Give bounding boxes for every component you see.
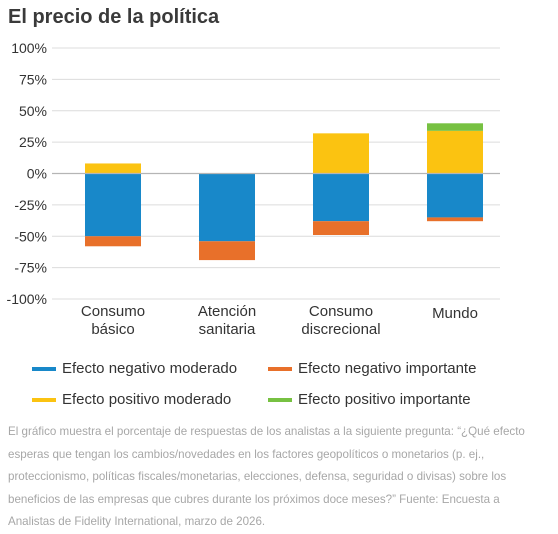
x-category-label: Atención (198, 303, 256, 320)
legend-item-pos-important: Efecto positivo importante (268, 391, 471, 408)
x-category-label: Mundo (432, 305, 478, 322)
y-tick-label: -25% (14, 197, 47, 213)
legend-swatch (268, 366, 292, 371)
y-tick-label: -100% (7, 291, 47, 307)
bar-segment (427, 217, 483, 222)
y-tick-label: 50% (19, 103, 47, 119)
legend-swatch (32, 366, 56, 371)
bar-segment (85, 173, 141, 237)
legend-label: Efecto positivo moderado (62, 391, 232, 408)
y-axis-tick-labels: 100% 75% 50% 25% 0% -25% -50% -75% -100% (7, 40, 47, 307)
y-tick-label: 0% (27, 166, 47, 182)
x-category-label: Consumo (81, 303, 145, 320)
bar-chart: 100% 75% 50% 25% 0% -25% -50% -75% -100% Consumo… (7, 40, 500, 338)
y-tick-label: -50% (14, 228, 47, 244)
bar-segment (313, 133, 369, 174)
footnote: El gráfico muestra el porcentaje de resp… (8, 425, 525, 528)
bars (85, 123, 483, 261)
legend-label: Efecto positivo importante (298, 391, 471, 408)
bar-segment (313, 221, 369, 235)
legend: Efecto negativo moderado Efecto negativo… (32, 360, 552, 420)
bar-segment (85, 236, 141, 247)
legend-label: Efecto negativo importante (298, 360, 477, 377)
chart-title: El precio de la política (8, 6, 220, 28)
x-category-label: sanitaria (199, 321, 256, 338)
y-tick-label: -75% (14, 260, 47, 276)
x-category-label: básico (91, 321, 134, 338)
y-tick-label: 100% (11, 40, 47, 56)
legend-label: Efecto negativo moderado (62, 360, 238, 377)
x-category-label: Consumo (309, 303, 373, 320)
bar-segment (85, 163, 141, 174)
y-tick-label: 25% (19, 134, 47, 150)
bar-segment (427, 130, 483, 174)
legend-item-neg-moderate: Efecto negativo moderado (32, 360, 237, 377)
bar-segment (199, 241, 255, 261)
legend-item-pos-moderate: Efecto positivo moderado (32, 391, 231, 408)
x-axis-category-labels: ConsumobásicoAtenciónsanitariaConsumodis… (81, 303, 478, 338)
bar-segment (199, 173, 255, 242)
legend-swatch (32, 397, 56, 402)
x-category-label: discrecional (301, 321, 380, 338)
y-tick-label: 75% (19, 71, 47, 87)
bar-segment (427, 123, 483, 131)
grid-lines (52, 47, 500, 300)
bar-segment (427, 173, 483, 218)
bar-segment (313, 173, 369, 222)
legend-swatch (268, 397, 292, 402)
legend-item-neg-important: Efecto negativo importante (268, 360, 476, 377)
